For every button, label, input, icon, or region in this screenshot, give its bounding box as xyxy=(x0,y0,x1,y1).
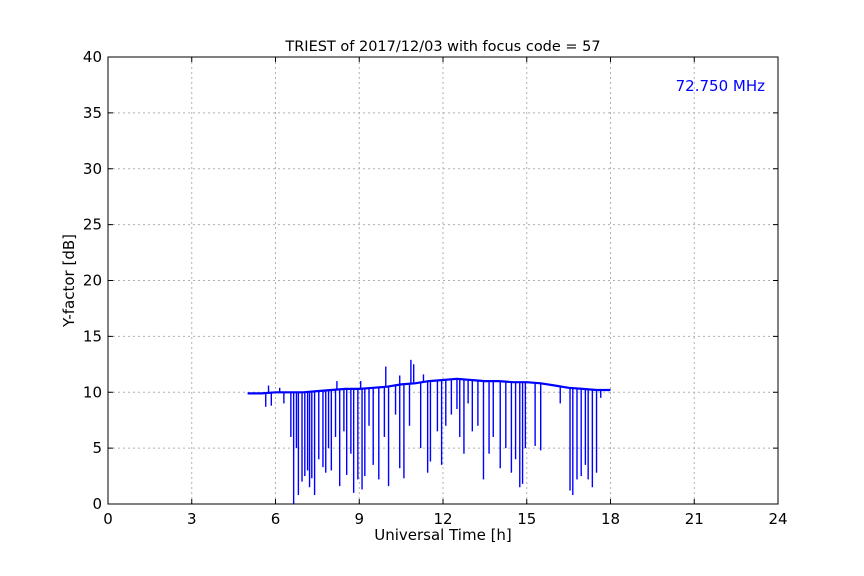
y-tick-label: 40 xyxy=(83,48,102,66)
y-tick-label: 15 xyxy=(83,327,102,345)
y-axis-label: Y-factor [dB] xyxy=(60,234,78,328)
x-tick-label: 9 xyxy=(354,510,364,528)
x-tick-label: 24 xyxy=(768,510,787,528)
tick-labels: 0 3 6 9 12 15 18 21 24 0 5 10 15 20 25 30 35 40 xyxy=(83,48,788,528)
x-tick-label: 18 xyxy=(601,510,620,528)
x-tick-label: 15 xyxy=(517,510,536,528)
series-baseline xyxy=(247,377,611,395)
axis-ticks xyxy=(107,56,779,505)
y-tick-label: 0 xyxy=(92,495,102,513)
y-tick-label: 25 xyxy=(83,216,102,234)
y-tick-label: 5 xyxy=(92,439,102,457)
y-tick-label: 30 xyxy=(83,160,102,178)
grid xyxy=(108,57,778,504)
y-tick-label: 35 xyxy=(83,104,102,122)
x-tick-label: 21 xyxy=(685,510,704,528)
x-tick-label: 3 xyxy=(187,510,197,528)
series-line xyxy=(247,359,611,504)
y-tick-label: 20 xyxy=(83,272,102,290)
x-axis-label: Universal Time [h] xyxy=(374,526,512,544)
y-tick-label: 10 xyxy=(83,383,102,401)
x-tick-label: 12 xyxy=(433,510,452,528)
chart-title: TRIEST of 2017/12/03 with focus code = 5… xyxy=(284,39,600,55)
frequency-annotation: 72.750 MHz xyxy=(676,77,765,95)
x-tick-label: 6 xyxy=(271,510,281,528)
x-tick-label: 0 xyxy=(103,510,113,528)
